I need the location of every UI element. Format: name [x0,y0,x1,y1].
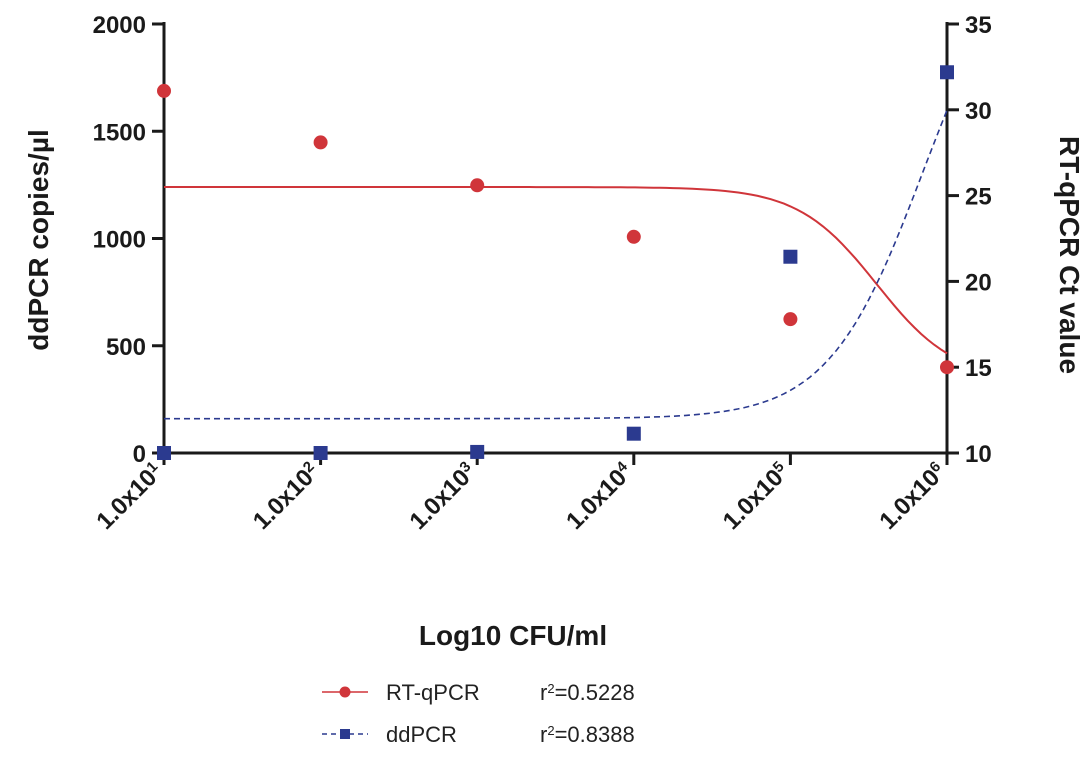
data-points [157,65,954,460]
ddpcr-point [313,446,328,460]
rtqpcr-point [940,360,954,375]
ddpcr-point [157,446,171,460]
legend-item-rtqpcr: RT-qPCR r2=0.5228 [322,680,635,705]
y-right-tick-label: 20 [965,269,992,296]
y-right-tick-label: 10 [965,441,992,468]
y-right-tick-label: 30 [965,98,992,125]
ddpcr-point [626,426,641,441]
x-tick-label: 1.0x103 [404,458,481,535]
legend-ddpcr-r2: r2=0.8388 [540,722,635,747]
legend-rtqpcr-marker [339,686,351,698]
y-left-tick-label: 500 [106,334,146,361]
legend-rtqpcr-label: RT-qPCR [386,680,480,705]
x-tick-label: 1.0x104 [561,457,639,535]
rtqpcr-point [783,312,798,327]
legend: RT-qPCR r2=0.5228 ddPCR r2=0.8388 [322,680,635,747]
ddpcr-point [470,444,485,459]
x-tick-label: 1.0x101 [91,458,168,535]
rtqpcr-point [626,229,641,244]
y-left-tick-label: 2000 [93,12,146,39]
x-tick-label: 1.0x106 [874,458,951,535]
legend-ddpcr-marker [340,729,350,739]
legend-item-ddpcr: ddPCR r2=0.8388 [322,722,635,747]
legend-ddpcr-label: ddPCR [386,722,457,747]
rtqpcr-point [157,83,171,98]
x-tick-label: 1.0x105 [717,458,794,535]
ddpcr-fit-line [164,109,948,420]
legend-rtqpcr-r2: r2=0.5228 [540,680,635,705]
y-right-tick-label: 25 [965,184,992,211]
y-left-tick-label: 1000 [93,227,146,254]
rtqpcr-point [470,178,485,193]
ddpcr-point [783,249,798,264]
y-axis-right-title: RT-qPCR Ct value [1054,136,1085,374]
rtqpcr-fit-line [164,186,948,355]
ddpcr-point [940,65,954,80]
y-axis-left-title: ddPCR copies/µl [23,129,54,351]
fit-curves [164,109,948,420]
rtqpcr-point [313,135,328,150]
y-right-tick-label: 35 [965,12,992,39]
axes: 0 500 1000 1500 2000 10 15 20 25 30 35 1.0x101 1.0x1… [91,12,992,535]
y-left-tick-label: 1500 [93,119,146,146]
y-left-tick-label: 0 [133,441,146,468]
y-right-tick-label: 15 [965,355,992,382]
x-tick-label: 1.0x102 [248,458,325,535]
x-axis-title: Log10 CFU/ml [419,620,607,651]
